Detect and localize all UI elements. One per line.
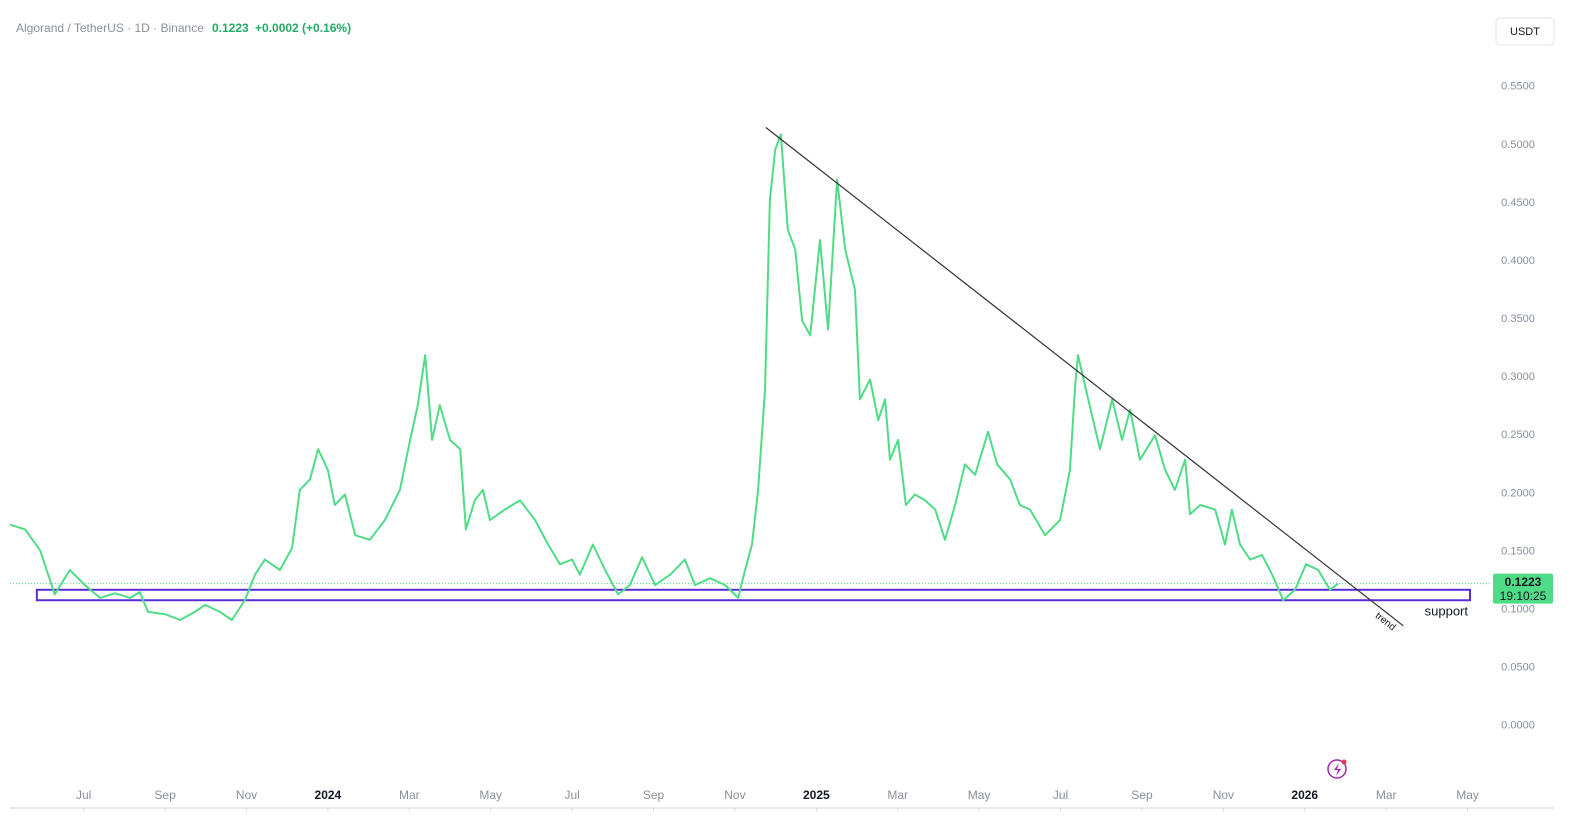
currency-label[interactable]: USDT [1510, 26, 1540, 38]
currency-button[interactable] [1495, 17, 1555, 46]
y-tick-label: 0.5000 [1501, 139, 1535, 151]
support-zone [35, 588, 1472, 602]
x-tick-label: Sep [1131, 788, 1153, 802]
y-tick-label: 0.0000 [1501, 720, 1535, 732]
trend-line [765, 126, 1404, 627]
x-tick-label: 2025 [803, 788, 830, 802]
x-tick-label: Sep [643, 788, 665, 802]
support-label: support [1425, 604, 1469, 619]
y-tick-label: 0.4500 [1501, 197, 1535, 209]
y-tick-label: 0.0500 [1501, 662, 1535, 674]
price-tag-value: 0.1223 [1505, 575, 1542, 589]
x-tick-label: Mar [1376, 788, 1397, 802]
x-tick-label: Jul [76, 788, 91, 802]
x-tick-label: May [479, 788, 502, 802]
y-tick-label: 0.5500 [1501, 81, 1535, 93]
chart-title: Algorand / TetherUS · 1D · Binance [16, 21, 204, 35]
y-tick-label: 0.2500 [1501, 429, 1535, 441]
x-tick-label: May [968, 788, 991, 802]
header-change: +0.0002 (+0.16%) [255, 21, 351, 35]
x-tick-label: May [1456, 788, 1479, 802]
trend-label: trend [1373, 611, 1398, 634]
x-tick-label: Nov [724, 788, 745, 802]
price-line [9, 133, 1339, 621]
x-tick-label: 2026 [1291, 788, 1318, 802]
x-tick-label: Mar [399, 788, 420, 802]
x-tick-label: Jul [564, 788, 579, 802]
x-tick-label: Nov [1213, 788, 1234, 802]
y-tick-label: 0.4000 [1501, 255, 1535, 267]
header-price: 0.1223 [212, 21, 249, 35]
x-tick-label: Nov [236, 788, 257, 802]
y-tick-label: 0.1000 [1501, 603, 1535, 615]
bolt[interactable] [1334, 763, 1341, 776]
y-tick-label: 0.1500 [1501, 545, 1535, 557]
y-tick-label: 0.3000 [1501, 371, 1535, 383]
price-tag [1493, 573, 1553, 604]
x-tick-label: Mar [887, 788, 908, 802]
y-tick-label: 0.3500 [1501, 313, 1535, 325]
price-tag-countdown: 19:10:25 [1500, 589, 1547, 603]
bolt-dot[interactable] [1341, 759, 1347, 765]
bolt-icon[interactable] [1327, 759, 1347, 779]
x-tick-label: 2024 [315, 788, 342, 802]
x-tick-label: Jul [1053, 788, 1068, 802]
y-tick-label: 0.2000 [1501, 487, 1535, 499]
bolt-circle[interactable] [1327, 759, 1347, 779]
x-tick-label: Sep [154, 788, 176, 802]
